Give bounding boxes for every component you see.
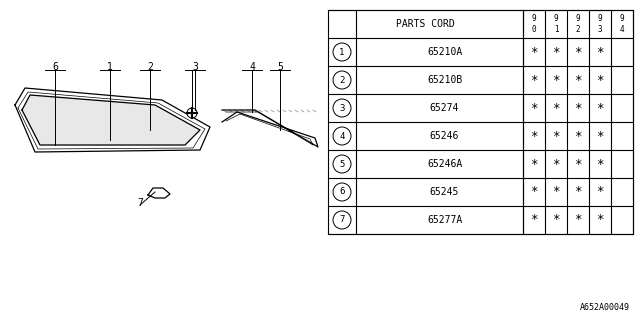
Text: 9
0: 9 0 [532, 14, 536, 34]
Text: *: * [552, 186, 560, 198]
Circle shape [333, 43, 351, 61]
Circle shape [333, 155, 351, 173]
Text: *: * [531, 45, 538, 59]
Text: 65245: 65245 [430, 187, 459, 197]
Bar [328, 10, 633, 234]
Text: 65246A: 65246A [427, 159, 462, 169]
Text: 5: 5 [339, 159, 345, 169]
Text: 65277A: 65277A [427, 215, 462, 225]
Text: 65210A: 65210A [427, 47, 462, 57]
Text: 7: 7 [137, 198, 143, 208]
Text: 2: 2 [147, 62, 153, 72]
Text: *: * [552, 157, 560, 171]
Text: *: * [531, 213, 538, 227]
Text: 65274: 65274 [430, 103, 459, 113]
Text: *: * [596, 45, 604, 59]
Text: 3: 3 [339, 103, 345, 113]
Text: 2: 2 [339, 76, 345, 84]
Circle shape [187, 108, 197, 118]
Text: *: * [574, 74, 582, 86]
Text: *: * [531, 74, 538, 86]
Text: 7: 7 [339, 215, 345, 225]
Circle shape [333, 211, 351, 229]
Text: *: * [552, 213, 560, 227]
Text: 3: 3 [192, 62, 198, 72]
Text: *: * [531, 186, 538, 198]
Text: 9
2: 9 2 [576, 14, 580, 34]
Text: 4: 4 [339, 132, 345, 140]
Text: 1: 1 [339, 47, 345, 57]
Text: 65246: 65246 [430, 131, 459, 141]
Circle shape [333, 127, 351, 145]
Text: 5: 5 [277, 62, 283, 72]
Text: *: * [574, 130, 582, 142]
Text: 9
1: 9 1 [554, 14, 558, 34]
Text: *: * [552, 101, 560, 115]
Text: *: * [574, 45, 582, 59]
Text: *: * [574, 213, 582, 227]
Text: *: * [552, 45, 560, 59]
Circle shape [333, 71, 351, 89]
Text: *: * [552, 74, 560, 86]
Text: 65210B: 65210B [427, 75, 462, 85]
Text: *: * [552, 130, 560, 142]
Text: 9
3: 9 3 [598, 14, 602, 34]
Text: *: * [531, 130, 538, 142]
Text: *: * [596, 213, 604, 227]
Text: 6: 6 [52, 62, 58, 72]
Text: PARTS CORD: PARTS CORD [396, 19, 455, 29]
Text: *: * [574, 186, 582, 198]
Text: *: * [596, 130, 604, 142]
Text: *: * [531, 157, 538, 171]
Circle shape [333, 183, 351, 201]
Text: *: * [596, 186, 604, 198]
Text: *: * [596, 101, 604, 115]
Text: *: * [531, 101, 538, 115]
Text: 9
4: 9 4 [620, 14, 624, 34]
Text: *: * [596, 74, 604, 86]
Text: 4: 4 [249, 62, 255, 72]
Text: 1: 1 [107, 62, 113, 72]
Text: A652A00049: A652A00049 [580, 303, 630, 312]
Text: *: * [574, 101, 582, 115]
Text: *: * [574, 157, 582, 171]
Circle shape [333, 99, 351, 117]
Text: 6: 6 [339, 188, 345, 196]
Text: *: * [596, 157, 604, 171]
Polygon shape [22, 95, 200, 145]
